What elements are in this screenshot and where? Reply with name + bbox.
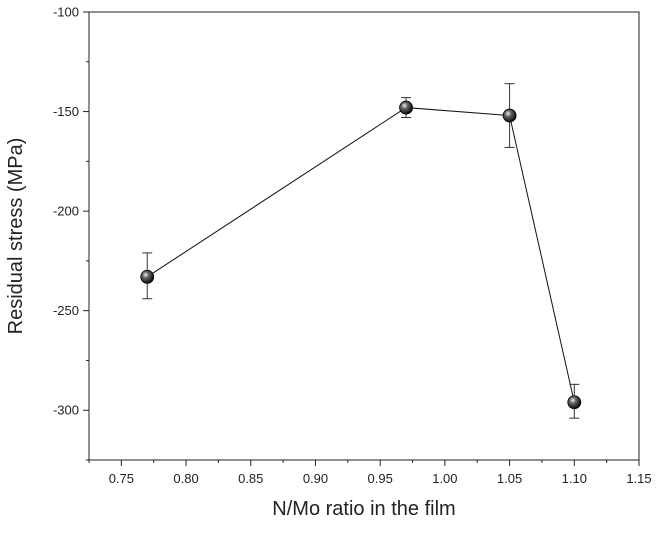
data-series [140,83,582,419]
x-axis-label: N/Mo ratio in the film [272,498,455,520]
y-tick-label: -150 [53,104,79,119]
x-tick-label: 1.00 [432,471,457,486]
x-tick-label: 0.90 [303,471,328,486]
y-tick-label: -250 [53,303,79,318]
x-tick-label: 1.05 [497,471,522,486]
x-tick-label: 0.85 [238,471,263,486]
x-tick-label: 1.15 [626,471,651,486]
plot-frame [88,11,640,461]
data-point [567,395,582,410]
x-tick-label: 1.10 [562,471,587,486]
y-axis-ticks: -300 -250 -200 -150 -100 [53,5,89,461]
x-axis-ticks: 0.75 0.80 0.85 0.90 0.95 1.00 1.05 1.10 1.15 [88,460,652,486]
data-point [140,269,155,284]
data-point [399,100,413,115]
y-tick-label: -100 [53,5,79,20]
y-tick-label: -300 [53,403,79,418]
series-line [146,107,575,403]
x-tick-label: 0.95 [368,471,393,486]
y-tick-label: -200 [53,204,79,219]
y-axis-label: Residual stress (MPa) [5,138,27,335]
x-tick-label: 0.75 [109,471,134,486]
data-point [502,108,517,123]
x-tick-label: 0.80 [173,471,198,486]
